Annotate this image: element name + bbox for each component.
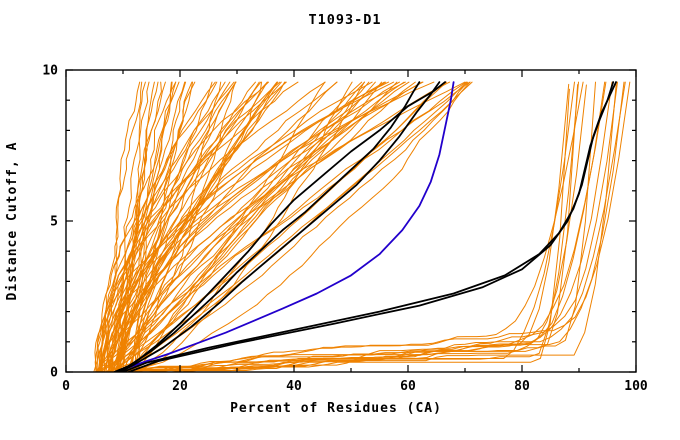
highlight-black-mid-1 (113, 81, 421, 372)
background-curve (122, 81, 607, 370)
background-curve (99, 81, 260, 372)
background-curve (116, 81, 451, 372)
background-curve (131, 81, 237, 372)
x-axis-label: Percent of Residues (CA) (230, 401, 442, 416)
background-curve (100, 81, 423, 372)
background-curve (107, 81, 194, 372)
background-curve (116, 81, 398, 372)
background-curve (137, 81, 613, 372)
background-curve (131, 84, 587, 372)
background-curve (108, 81, 256, 372)
plot-area-curves (93, 81, 631, 372)
background-curve (95, 81, 263, 372)
background-curve (134, 81, 596, 372)
background-curve (98, 81, 387, 372)
highlight-black-mid-3 (116, 81, 446, 372)
background-curve (129, 81, 625, 372)
background-curve (102, 81, 268, 372)
y-axis-label: Distance Cutoff, A (5, 142, 20, 301)
background-curve (103, 81, 216, 372)
background-curve (95, 81, 370, 372)
y-tick-label: 5 (50, 215, 58, 230)
x-tick-label: 20 (172, 379, 188, 394)
highlight-black-right-2 (127, 81, 615, 372)
x-tick-label: 100 (624, 379, 648, 394)
x-tick-label: 80 (514, 379, 530, 394)
background-curve (103, 81, 286, 372)
background-curve (95, 81, 447, 372)
chart-title: T1093-D1 (308, 12, 381, 28)
x-tick-label: 0 (62, 379, 70, 394)
background-curve (98, 81, 143, 372)
background-curve (112, 81, 363, 372)
x-tick-label: 40 (286, 379, 302, 394)
highlight-black-mid-2 (119, 81, 441, 372)
background-curve (121, 81, 173, 372)
background-curve (119, 81, 268, 372)
background-curve (137, 81, 584, 372)
background-curve (94, 81, 471, 372)
background-curve (108, 81, 373, 372)
background-curve (125, 81, 353, 372)
background-curve (107, 81, 469, 372)
background-curve (97, 81, 218, 372)
background-curve (133, 81, 626, 371)
x-tick-label: 60 (400, 379, 416, 394)
background-curve (131, 81, 618, 372)
axes: 0 20 40 60 80 100 0 5 10 (42, 64, 648, 395)
background-curve (125, 81, 631, 372)
background-curve (130, 81, 278, 372)
background-curve (118, 81, 406, 372)
background-curve (101, 81, 235, 372)
y-tick-label: 0 (50, 366, 58, 381)
highlight-blue-reference (116, 81, 455, 372)
background-curve (127, 81, 471, 372)
background-curve (107, 81, 281, 372)
background-curve (124, 81, 416, 372)
background-curve (108, 81, 186, 372)
y-tick-label: 10 (42, 64, 58, 79)
background-curve (100, 81, 400, 372)
background-curve (120, 81, 468, 372)
background-curve (94, 81, 326, 372)
background-curve (108, 81, 282, 372)
